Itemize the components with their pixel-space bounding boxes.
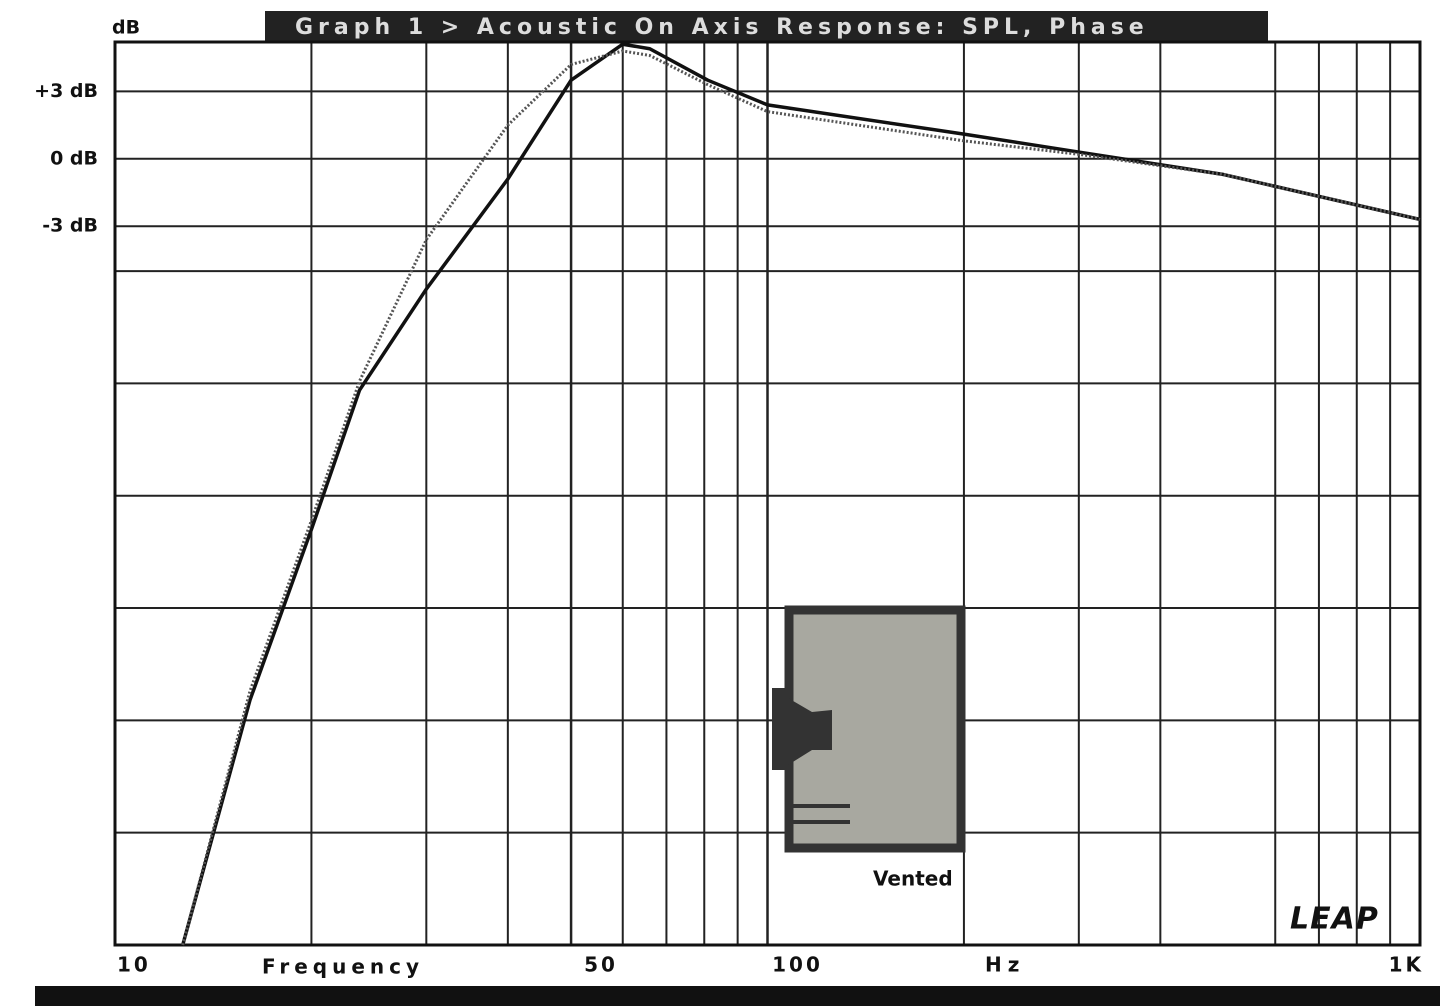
vented-box-icon xyxy=(772,605,966,853)
y-tick-label: -3 dB xyxy=(42,215,98,237)
y-tick-label: +3 dB xyxy=(34,80,98,102)
y-unit: dB xyxy=(112,17,140,39)
x-axis-label: Frequency xyxy=(262,955,424,979)
x-unit: Hz xyxy=(985,953,1025,977)
x-tick-label: 50 xyxy=(584,953,618,977)
title-bar xyxy=(265,11,1268,43)
chart-title: Graph 1 > Acoustic On Axis Response: SPL… xyxy=(295,15,1149,40)
x-tick-label: 1K xyxy=(1389,953,1424,977)
response-line xyxy=(181,49,1421,946)
x-tick-label: 10 xyxy=(117,953,151,977)
plot-frame xyxy=(113,40,1422,947)
x-tick-label: 100 xyxy=(772,953,823,977)
grid xyxy=(113,42,1422,945)
annotation: Vented xyxy=(873,867,953,891)
response-line xyxy=(181,42,1421,946)
y-tick-label: 0 dB xyxy=(50,147,98,169)
driver xyxy=(772,688,788,770)
driver-cone xyxy=(788,698,832,765)
logo: LEAP xyxy=(1290,902,1379,937)
footer-bar xyxy=(35,986,1440,1006)
